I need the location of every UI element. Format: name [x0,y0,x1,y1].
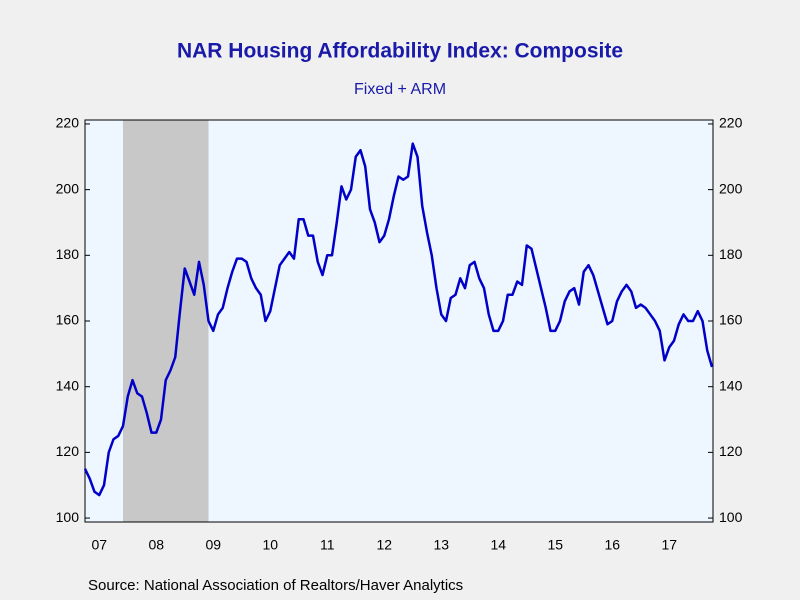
y2-tick-label: 120 [719,443,743,459]
x-tick-label: 14 [490,537,506,553]
y-tick-label: 200 [56,180,80,196]
x-tick-label: 09 [205,537,221,553]
source-note: Source: National Association of Realtors… [88,577,463,594]
recession-shading [123,120,209,522]
chart-subtitle: Fixed + ARM [354,81,446,98]
x-tick-label: 16 [604,537,620,553]
y2-tick-label: 160 [719,312,743,328]
data-line [83,142,714,497]
y2-tick-label: 220 [719,115,743,131]
x-tick-label: 10 [262,537,278,553]
y-tick-label: 100 [56,509,80,525]
y-tick-label: 220 [56,115,80,131]
x-tick-label: 07 [91,537,107,553]
x-tick-label: 11 [320,537,335,553]
y2-tick-label: 140 [719,377,743,393]
y2-tick-label: 200 [719,180,743,196]
y-tick-label: 140 [56,377,80,393]
x-tick-label: 08 [148,537,164,553]
y-tick-label: 180 [56,246,80,262]
y-tick-label: 120 [56,443,80,459]
y-tick-label: 160 [56,312,80,328]
x-tick-label: 15 [547,537,563,553]
x-tick-label: 17 [661,537,677,553]
y2-tick-label: 100 [719,509,743,525]
chart-title: NAR Housing Affordability Index: Composi… [177,40,623,63]
y2-tick-label: 180 [719,246,743,262]
x-tick-label: 12 [376,537,392,553]
x-tick-label: 13 [433,537,449,553]
